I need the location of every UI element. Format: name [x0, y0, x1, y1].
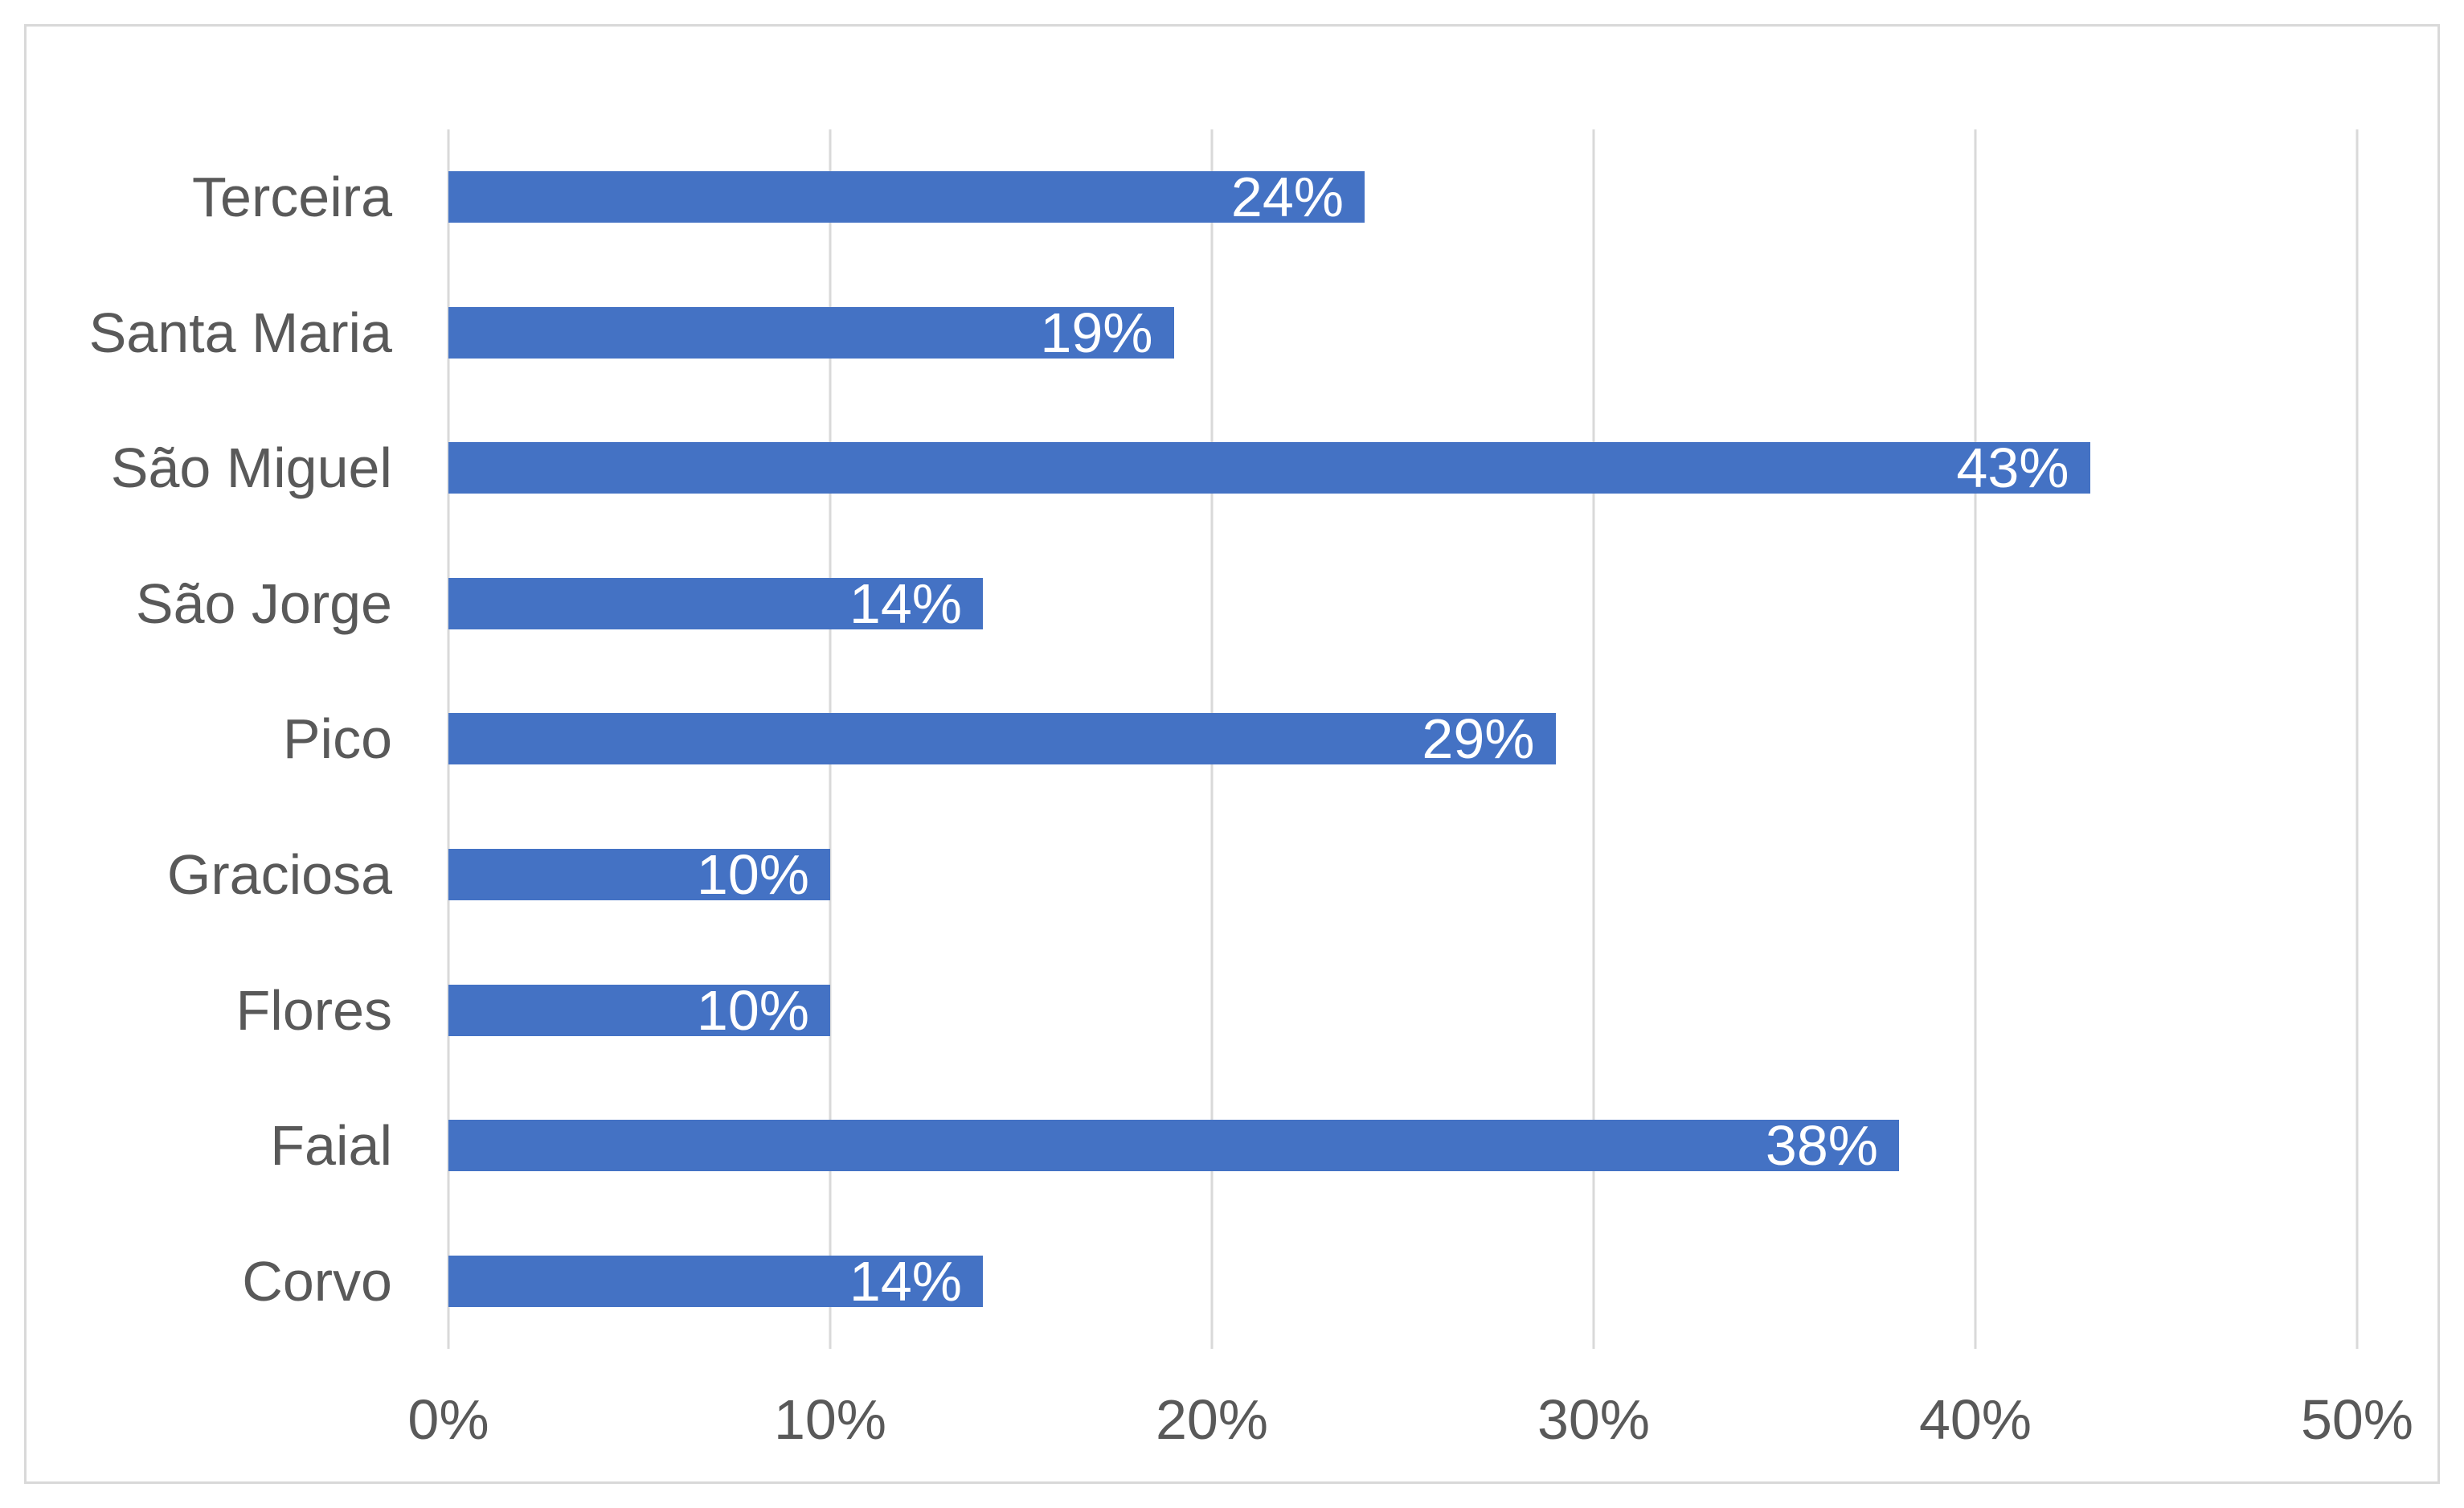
- bar-value-label: 24%: [1230, 166, 1344, 229]
- category-label-Santa Maria: Santa Maria: [88, 301, 392, 364]
- bar-Pico: 29%: [448, 707, 1556, 771]
- bar-value-label: 19%: [1040, 301, 1153, 364]
- gridline-30%: [1592, 129, 1595, 1349]
- bar-value-label: 14%: [849, 572, 962, 635]
- bar-São Miguel: 43%: [448, 436, 2090, 500]
- bar-value-label: 43%: [1956, 436, 2069, 500]
- category-label-Faial: Faial: [270, 1114, 392, 1178]
- bar-Santa Maria: 19%: [448, 301, 1174, 364]
- bar-row: 38%: [448, 1078, 2357, 1214]
- category-label-São Jorge: São Jorge: [135, 572, 392, 635]
- bar-value-label: 10%: [696, 843, 809, 907]
- category-label-Graciosa: Graciosa: [166, 843, 392, 907]
- bar-row: 10%: [448, 807, 2357, 943]
- category-label-Flores: Flores: [235, 978, 392, 1042]
- bar-value-label: 14%: [849, 1249, 962, 1313]
- bar-Flores: 10%: [448, 978, 830, 1042]
- bar-row: 29%: [448, 671, 2357, 807]
- x-tick-label: 30%: [1537, 1388, 1651, 1451]
- bar-Corvo: 14%: [448, 1249, 983, 1313]
- plot-area: 24% 19% 43% 14% 29% 10% 10% 38% 14%: [447, 129, 2359, 1349]
- x-tick-label: 0%: [407, 1388, 489, 1451]
- bar-São Jorge: 14%: [448, 572, 983, 635]
- x-tick-label: 10%: [773, 1388, 887, 1451]
- bar-row: 19%: [448, 265, 2357, 401]
- bar-value-label: 10%: [696, 978, 809, 1042]
- category-axis: Terceira Santa Maria São Miguel São Jorge Pi…: [53, 129, 392, 1349]
- gridline-50%: [2356, 129, 2359, 1349]
- bar-Terceira: 24%: [448, 166, 1365, 229]
- x-tick-label: 50%: [2300, 1388, 2414, 1451]
- bar-row: 43%: [448, 400, 2357, 536]
- bar-row: 14%: [448, 1213, 2357, 1349]
- bar-value-label: 38%: [1765, 1114, 1878, 1178]
- category-label-Terceira: Terceira: [192, 166, 392, 229]
- category-label-Corvo: Corvo: [242, 1249, 392, 1313]
- bar-row: 10%: [448, 942, 2357, 1078]
- value-axis: 0% 10% 20% 30% 40% 50%: [407, 1349, 2413, 1477]
- bar-row: 14%: [448, 536, 2357, 672]
- bar-Faial: 38%: [448, 1114, 1899, 1178]
- category-label-São Miguel: São Miguel: [110, 436, 392, 500]
- x-tick-label: 40%: [1918, 1388, 2032, 1451]
- bar-Graciosa: 10%: [448, 843, 830, 907]
- bar-row: 24%: [448, 129, 2357, 265]
- category-label-Pico: Pico: [282, 707, 392, 771]
- bar-value-label: 29%: [1422, 707, 1535, 771]
- chart-area: Terceira Santa Maria São Miguel São Jorge Pi…: [24, 24, 2440, 1484]
- gridline-40%: [1974, 129, 1977, 1349]
- x-tick-label: 20%: [1155, 1388, 1269, 1451]
